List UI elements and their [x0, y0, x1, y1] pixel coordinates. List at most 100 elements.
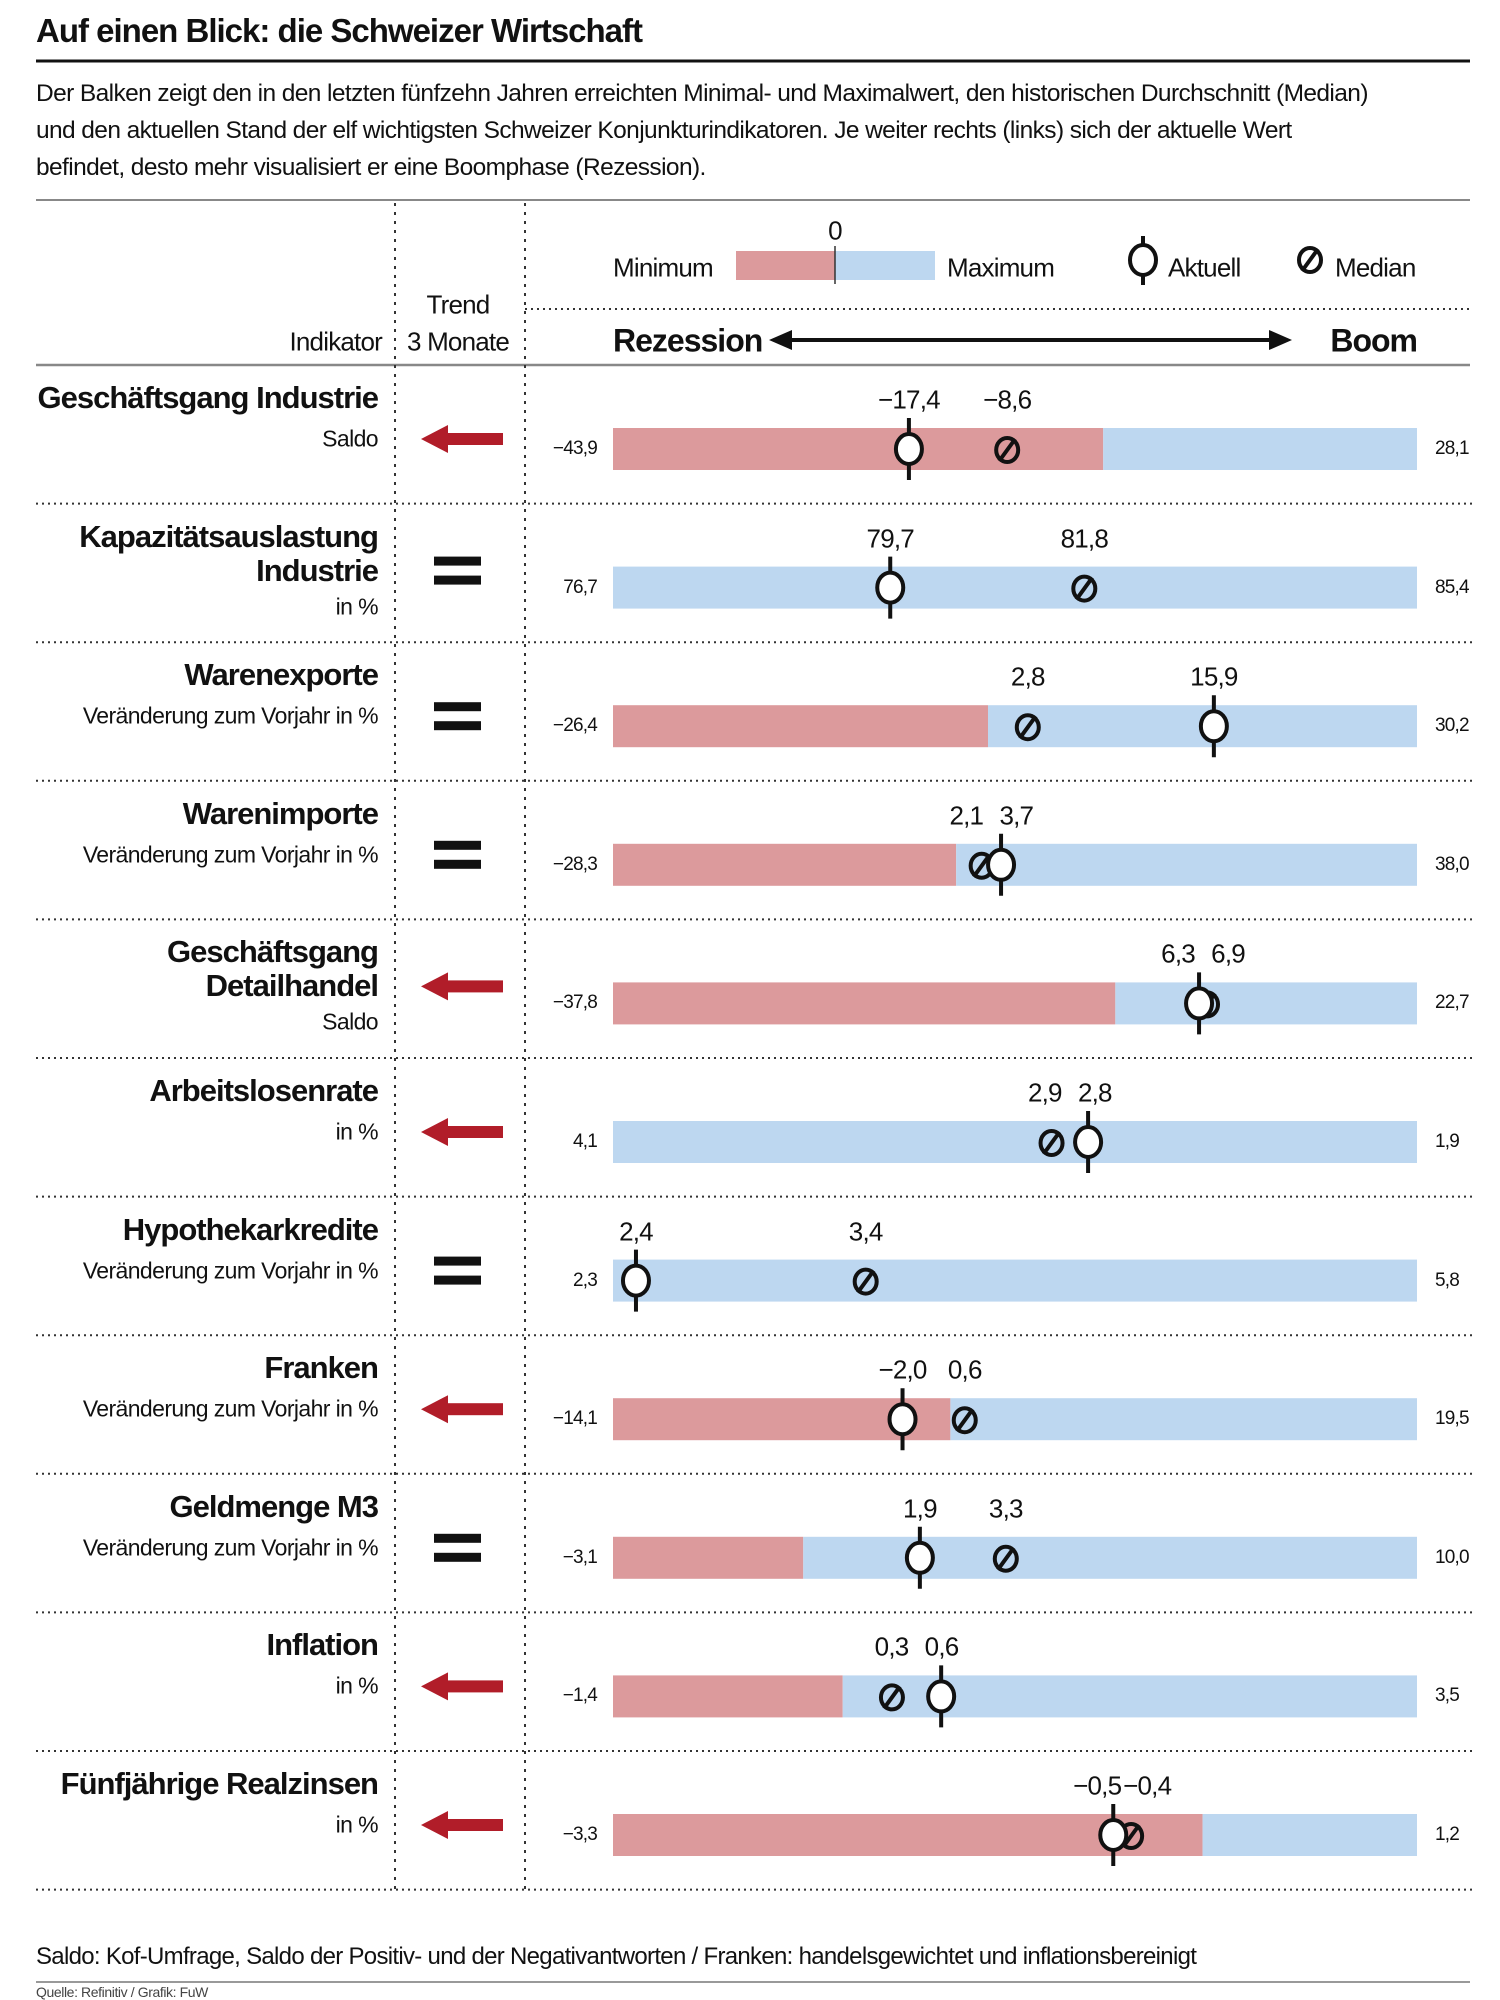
- current-marker: [1073, 1125, 1104, 1159]
- median-value-label: 2,8: [1010, 661, 1046, 692]
- median-value-label: 81,8: [1060, 523, 1109, 554]
- bar-min-label: −28,3: [552, 853, 598, 875]
- current-value-label: 3,7: [999, 800, 1034, 831]
- legend-zero: 0: [828, 215, 842, 246]
- bar-max-label: 28,1: [1435, 438, 1470, 459]
- indicator-title: Arbeitslosenrate: [149, 1073, 379, 1108]
- current-value-label: −2,0: [878, 1354, 927, 1385]
- column-header-trend: Trend: [426, 289, 491, 320]
- bar-min-label: −14,1: [552, 1408, 598, 1430]
- current-marker: [986, 847, 1017, 882]
- bar-min-label: 2,3: [572, 1269, 598, 1291]
- trend-equal-icon: [434, 1256, 481, 1266]
- label-boom: Boom: [1330, 322, 1418, 359]
- bar-positive-segment: [1202, 1814, 1417, 1856]
- trend-bar: [445, 433, 503, 445]
- indicator-unit: Saldo: [322, 425, 378, 452]
- indicator-unit: Veränderung zum Vorjahr in %: [82, 841, 379, 868]
- current-value-label: 2,4: [619, 1216, 654, 1247]
- description-line-2: und den aktuellen Stand der elf wichtigs…: [36, 117, 1292, 144]
- trend-equal-icon: [434, 1552, 481, 1562]
- bar-max-label: 1,2: [1435, 1824, 1460, 1845]
- bar-max-label: 22,7: [1435, 992, 1470, 1014]
- current-marker: [620, 1263, 651, 1298]
- median-marker: [994, 436, 1021, 464]
- indicator-title: Fünfjährige Realzinsen: [60, 1766, 379, 1801]
- current-marker: [875, 570, 906, 605]
- current-value-label: 1,9: [902, 1493, 938, 1524]
- current-marker: [1198, 709, 1229, 744]
- indicator-title: Geldmenge M3: [169, 1488, 379, 1524]
- median-value-label: 2,1: [949, 800, 984, 831]
- footer-note: Saldo: Kof-Umfrage, Saldo der Positiv- u…: [36, 1943, 1197, 1970]
- bar-max-label: 30,2: [1435, 715, 1470, 737]
- trend-equal-icon: [434, 1275, 481, 1285]
- description-line-3: befindet, desto mehr visualisiert er ein…: [36, 154, 706, 181]
- trend-equal-icon: [434, 721, 481, 731]
- bar-max-label: 85,4: [1435, 576, 1470, 598]
- bar-max-label: 5,8: [1435, 1269, 1460, 1291]
- median-marker-slash: [996, 1546, 1016, 1571]
- bar-positive-segment: [613, 1259, 1417, 1302]
- bar-negative-segment: [613, 982, 1116, 1025]
- median-marker: [951, 1406, 978, 1435]
- current-marker: [1184, 986, 1215, 1021]
- trend-equal-icon: [434, 556, 481, 566]
- trend-bar: [445, 1403, 503, 1416]
- trend-arrow-left-icon: [421, 425, 448, 453]
- trend-arrow-left-icon: [421, 1672, 448, 1701]
- trend-equal-icon: [434, 575, 481, 585]
- median-value-label: 6,9: [1211, 938, 1246, 969]
- current-value-label: −0,5: [1073, 1770, 1122, 1801]
- indicator-title: Hypothekarkredite: [122, 1211, 379, 1247]
- legend-bar-positive: [835, 251, 935, 280]
- trend-arrow-left-icon: [421, 972, 448, 1001]
- median-marker-slash: [1074, 576, 1094, 601]
- bar-min-label: −43,9: [552, 438, 598, 459]
- median-marker: [992, 1544, 1019, 1573]
- indicator-title: Warenexporte: [184, 657, 379, 693]
- bar-positive-segment: [1115, 982, 1417, 1025]
- current-value-label: 6,3: [1161, 938, 1196, 969]
- trend-bar: [445, 1819, 503, 1831]
- footer-source: Quelle: Refinitiv / Grafik: FuW: [36, 1984, 208, 2000]
- bar-min-label: 4,1: [572, 1131, 598, 1152]
- median-value-label: 2,9: [1027, 1077, 1063, 1108]
- legend-median-icon-slash: [1300, 247, 1320, 273]
- median-value-label: 3,4: [848, 1216, 884, 1247]
- current-marker: [926, 1679, 957, 1714]
- median-marker-slash: [955, 1408, 975, 1433]
- median-marker-slash: [882, 1685, 902, 1710]
- trend-arrow-left-icon: [421, 1811, 448, 1839]
- column-header-indicator: Indikator: [289, 326, 382, 357]
- column-header-trend-period: 3 Monate: [406, 326, 510, 357]
- bar-negative-segment: [613, 428, 1104, 470]
- bar-max-label: 3,5: [1435, 1685, 1460, 1707]
- legend-median: Median: [1335, 252, 1416, 283]
- median-marker: [1071, 574, 1098, 603]
- current-value-label: 79,7: [866, 523, 915, 554]
- trend-bar: [445, 1680, 503, 1693]
- trend-bar: [445, 1126, 503, 1138]
- legend-current: Aktuell: [1168, 252, 1241, 283]
- trend-arrow-left-icon: [421, 1118, 448, 1146]
- legend-minimum: Minimum: [613, 252, 714, 283]
- indicator-unit: in %: [335, 1811, 379, 1838]
- median-value-label: −8,6: [983, 384, 1032, 415]
- median-value-label: 0,6: [947, 1354, 983, 1385]
- indicator-unit: in %: [335, 1118, 379, 1145]
- page-title: Auf einen Blick: die Schweizer Wirtschaf…: [36, 12, 643, 49]
- indicator-title: Industrie: [256, 552, 379, 588]
- bar-min-label: −37,8: [552, 992, 598, 1014]
- current-value-label: −17,4: [878, 384, 941, 415]
- bar-max-label: 38,0: [1435, 853, 1470, 875]
- median-value-label: 0,3: [874, 1631, 910, 1662]
- indicator-unit: Veränderung zum Vorjahr in %: [82, 1395, 379, 1422]
- bar-min-label: −1,4: [562, 1685, 598, 1707]
- current-marker: [887, 1402, 918, 1437]
- legend-bar-negative: [736, 251, 835, 280]
- trend-equal-icon: [434, 702, 481, 712]
- current-marker: [893, 432, 924, 466]
- bar-max-label: 1,9: [1435, 1131, 1460, 1152]
